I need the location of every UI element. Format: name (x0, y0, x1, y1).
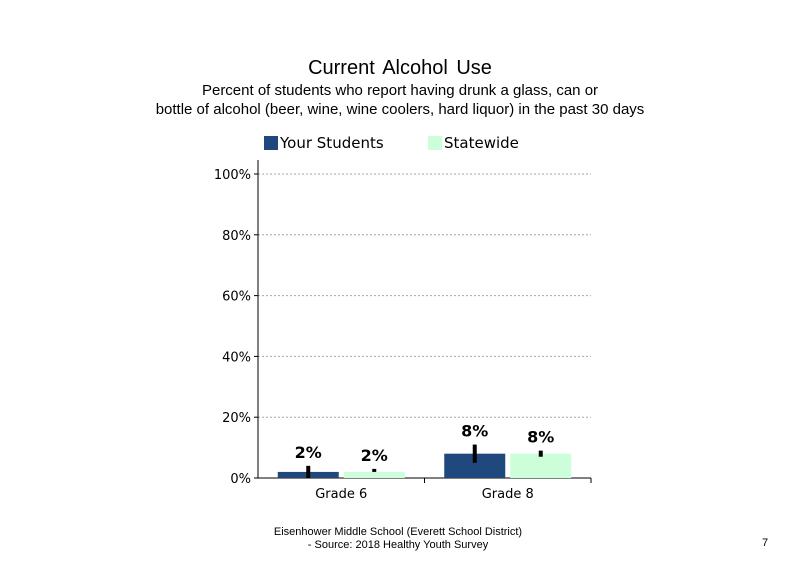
chart-subtitle-line-2: bottle of alcohol (beer, wine, wine cool… (155, 101, 645, 118)
y-tick-label-0: 0% (230, 472, 251, 487)
y-tick-label-5: 100% (214, 168, 251, 183)
legend-item-statewide: Statewide (428, 134, 519, 152)
legend-item-your-students: Your Students (264, 134, 384, 152)
legend-label-statewide: Statewide (444, 134, 519, 152)
data-label-1-0: 2% (361, 446, 388, 465)
legend-swatch-your-students (264, 136, 278, 150)
y-tick-label-3: 60% (222, 290, 251, 305)
x-tick-label-0: Grade 6 (315, 487, 367, 502)
y-tick-label-2: 40% (222, 350, 251, 365)
y-tick-label-1: 20% (222, 411, 251, 426)
page-number: 7 (762, 537, 769, 549)
bar-1-1 (510, 453, 572, 478)
bar-1-0 (343, 471, 405, 478)
data-label-1-1: 8% (527, 428, 554, 447)
legend-swatch-statewide (428, 136, 442, 150)
footer-source: - Source: 2018 Healthy Youth Survey (307, 539, 489, 551)
footer-school: Eisenhower Middle School (Everett School… (273, 526, 523, 538)
x-tick-label-1: Grade 8 (482, 487, 534, 502)
legend-label-your-students: Your Students (280, 134, 384, 152)
data-label-0-0: 2% (295, 443, 322, 462)
data-label-0-1: 8% (461, 422, 488, 441)
chart-title: Current Alcohol Use (308, 57, 492, 79)
y-tick-label-4: 80% (222, 229, 251, 244)
chart-subtitle-line-1: Percent of students who report having dr… (201, 82, 599, 99)
